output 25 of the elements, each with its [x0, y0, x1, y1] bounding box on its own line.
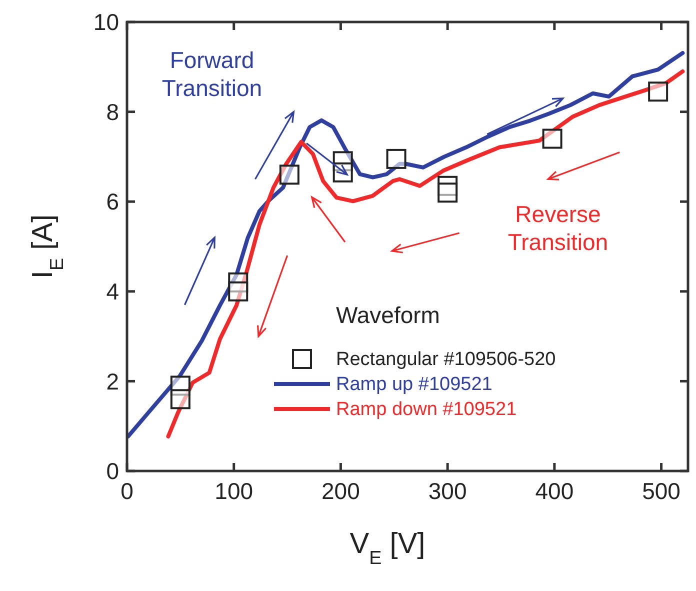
x-axis-title: V$_{E}$ [V]: [350, 528, 426, 568]
point: [170, 389, 190, 410]
annotation: Forward Transition: [162, 47, 262, 101]
legend-label: Rectangular #109506-520: [336, 349, 556, 370]
point: [228, 281, 248, 302]
point: [648, 82, 668, 102]
x-tick-label: 300: [428, 478, 467, 504]
y-tick-label: 8: [106, 98, 119, 125]
legend-title: Waveform: [336, 302, 440, 328]
x-tick-label: 100: [214, 478, 254, 504]
y-tick-label: 6: [106, 188, 119, 215]
y-tick-label: 10: [93, 9, 119, 36]
x-tick-label: 500: [642, 478, 680, 504]
legend-label: Ramp up #109521: [336, 374, 492, 395]
legend-label: Ramp down #109521: [336, 399, 517, 420]
point: [542, 128, 562, 149]
x-tick-label: 200: [322, 478, 360, 504]
x-tick-label: 400: [535, 478, 574, 504]
y-tick-label: 0: [106, 458, 119, 484]
point: [386, 148, 406, 169]
y-tick-label: 2: [106, 368, 119, 394]
y-tick-label: 4: [106, 278, 120, 304]
annotation: Reverse Transition: [508, 201, 608, 255]
point: [279, 164, 300, 185]
point: [438, 182, 458, 203]
